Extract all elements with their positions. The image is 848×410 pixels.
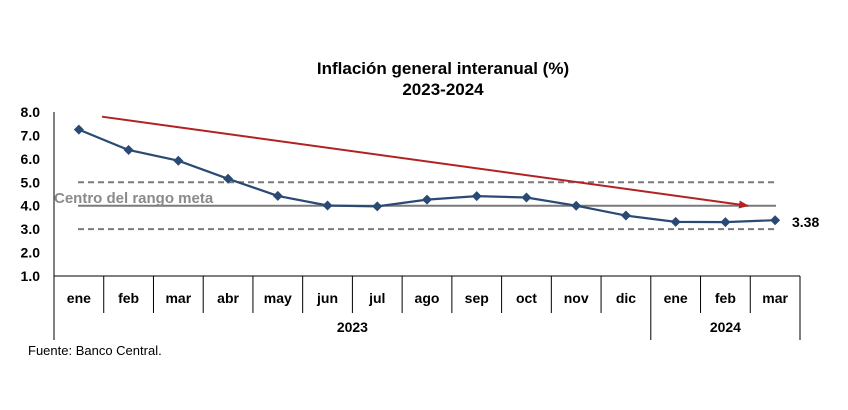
y-tick-label: 5.0 <box>21 174 41 190</box>
y-axis: 1.0 2.0 3.0 4.0 5.0 6.0 7.0 8.0 <box>21 104 55 284</box>
trend-arrow <box>101 115 749 209</box>
chart-subtitle: 2023-2024 <box>402 80 484 99</box>
source-note: Fuente: Banco Central. <box>28 343 162 358</box>
x-tick-label: mar <box>165 290 191 306</box>
data-point <box>571 200 582 211</box>
data-point <box>471 191 482 202</box>
series-line <box>73 124 781 228</box>
target-center-label: Centro del rango meta <box>54 190 214 207</box>
year-label: 2023 <box>337 319 368 335</box>
data-point <box>670 216 681 227</box>
x-tick-label: ene <box>67 290 91 306</box>
x-tick-label: feb <box>715 290 736 306</box>
year-label: 2024 <box>710 319 741 335</box>
data-point <box>173 155 184 166</box>
data-point <box>770 215 781 226</box>
data-point <box>272 190 283 201</box>
data-point <box>73 124 84 135</box>
x-tick-label: nov <box>564 290 589 306</box>
y-tick-label: 1.0 <box>21 268 41 284</box>
chart-title: Inflación general interanual (%) <box>317 59 569 78</box>
y-tick-label: 3.0 <box>21 221 41 237</box>
x-axis: ene feb mar abr may jun jul ago sep oct nov dic ene f… <box>53 275 801 340</box>
trend-arrow-line <box>101 115 749 209</box>
data-point <box>620 210 631 221</box>
y-tick-label: 8.0 <box>21 104 41 120</box>
data-point <box>372 201 383 212</box>
data-point <box>422 194 432 205</box>
x-tick-label: oct <box>516 290 537 306</box>
x-tick-label: abr <box>217 290 239 306</box>
y-tick-label: 2.0 <box>21 245 41 261</box>
series-line-path <box>78 128 776 224</box>
data-point <box>521 192 532 203</box>
data-point <box>322 200 333 211</box>
last-value-label: 3.38 <box>792 214 819 230</box>
y-tick-label: 4.0 <box>21 198 41 214</box>
x-tick-label: feb <box>118 290 139 306</box>
x-tick-label: dic <box>616 290 636 306</box>
x-tick-label: sep <box>465 290 489 306</box>
x-tick-label: jun <box>316 290 338 306</box>
y-tick-label: 7.0 <box>21 127 41 143</box>
x-tick-label: mar <box>762 290 788 306</box>
x-tick-label: ene <box>664 290 688 306</box>
data-point <box>720 217 731 228</box>
x-tick-label: may <box>264 290 292 306</box>
target-range <box>78 181 776 231</box>
x-tick-label: ago <box>415 290 440 306</box>
data-point <box>123 144 134 155</box>
data-point <box>223 173 234 184</box>
y-tick-label: 6.0 <box>21 151 41 167</box>
x-tick-label: jul <box>368 290 385 306</box>
